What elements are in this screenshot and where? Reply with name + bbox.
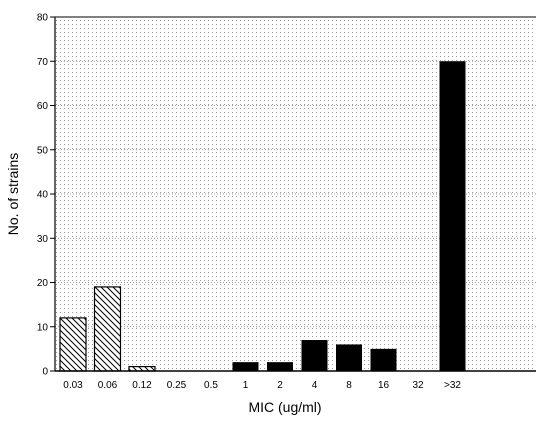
y-tick-label: 10 [37,322,49,333]
bar-solid [232,362,259,371]
x-tick-label: 32 [412,380,424,391]
y-tick-label: 60 [37,101,49,112]
bars [59,61,466,372]
bar-hatched [93,286,122,372]
bar-solid [336,344,362,371]
x-tick-label: 16 [378,380,390,391]
x-tick-label: 0.03 [63,380,83,391]
y-tick-label: 40 [37,190,49,201]
x-tick-labels: 0.03 0.06 0.12 0.25 0.5 1 2 4 8 16 32 >32 [63,380,461,391]
bar-solid [370,348,397,371]
x-tick-label: >32 [444,380,461,391]
x-tick-label: 8 [346,380,352,391]
x-axis-title: MIC (ug/ml) [248,399,321,415]
y-tick-label: 30 [37,234,49,245]
x-tick-label: 0.5 [204,380,218,391]
x-tick-label: 0.25 [167,380,187,391]
bar-solid [267,362,293,371]
x-tick-label: 0.06 [98,380,118,391]
x-tick-label: 4 [312,380,318,391]
bar-solid [301,340,328,371]
bar-hatched [59,317,87,372]
bar-solid [439,61,466,371]
x-tick-label: 1 [243,380,249,391]
x-tick-label: 2 [277,380,283,391]
x-tick-label: 0.12 [132,380,152,391]
y-tick-label: 0 [42,367,48,378]
y-tick-label: 50 [37,145,49,156]
axes [50,16,536,372]
y-tick-label: 80 [37,13,49,24]
y-axis-title: No. of strains [5,153,21,235]
y-tick-labels: 0 10 20 30 40 50 60 70 80 [37,13,49,378]
y-tick-label: 20 [37,278,49,289]
y-tick-label: 70 [37,57,49,68]
